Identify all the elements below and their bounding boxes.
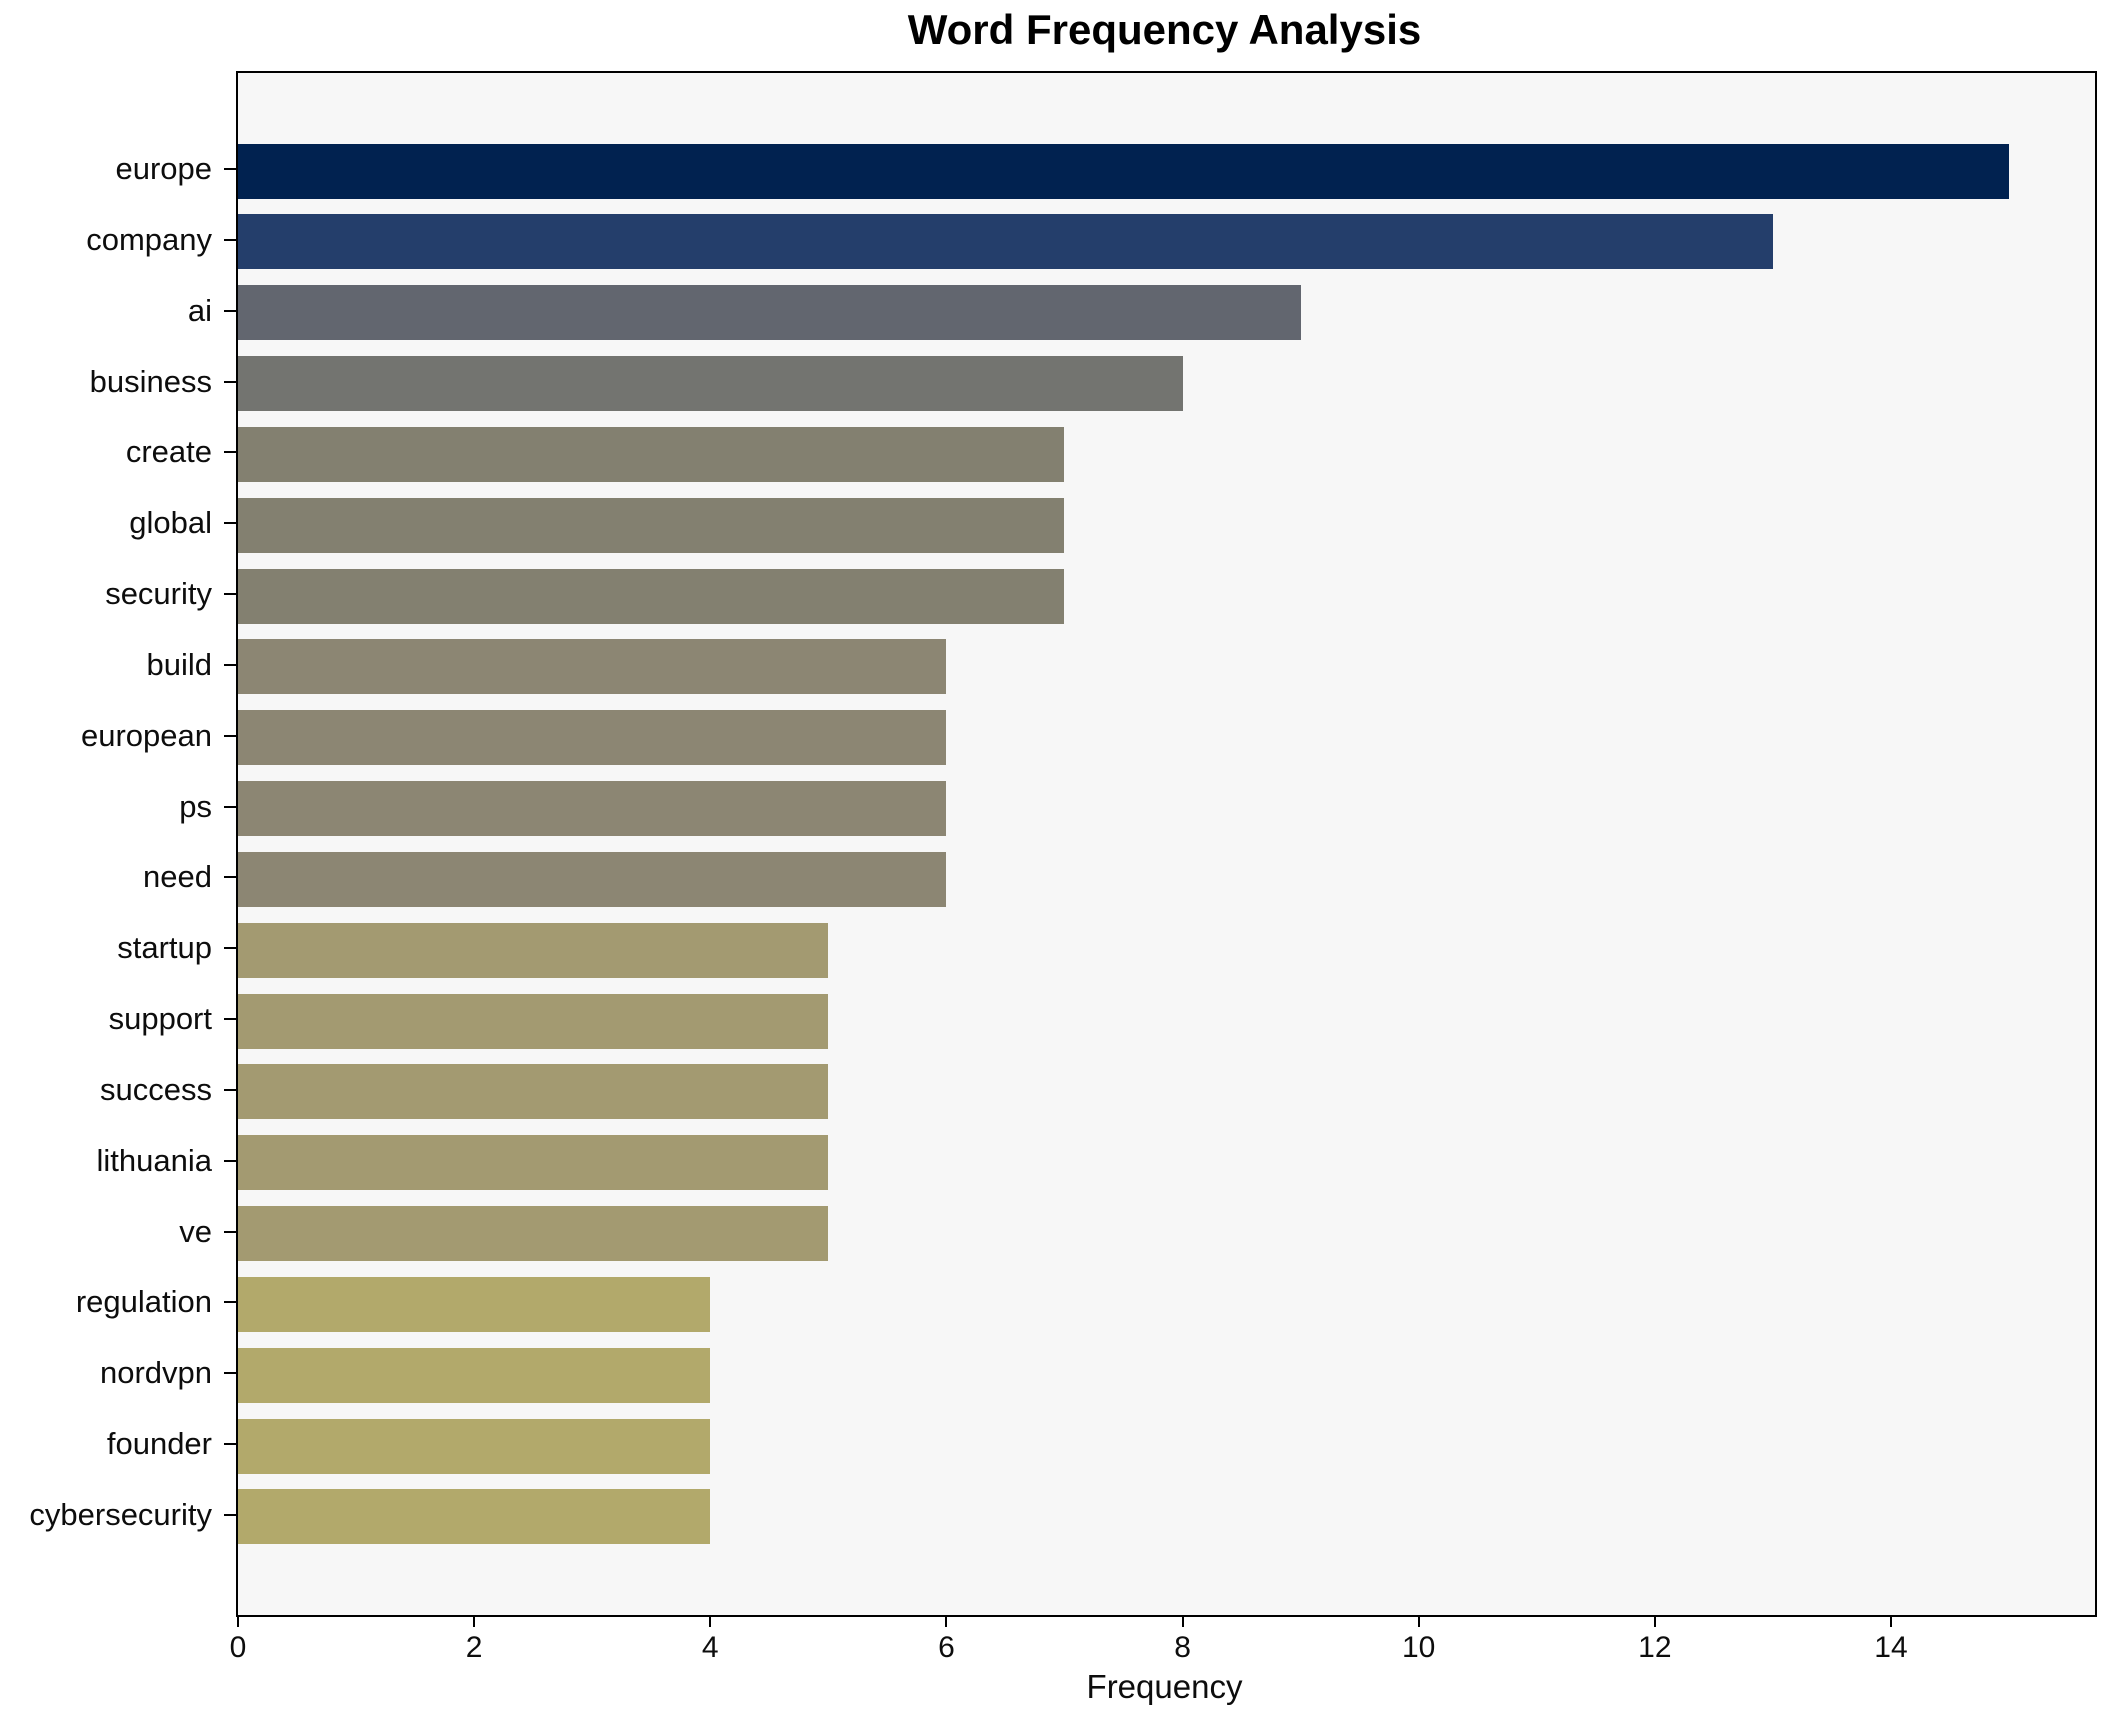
y-tick-mark: [224, 238, 236, 241]
y-tick-mark: [224, 1443, 236, 1446]
bar-nordvpn: [238, 1347, 711, 1403]
y-tick-label-global: global: [129, 505, 212, 541]
bar-need: [238, 851, 947, 907]
x-axis-label: Frequency: [1086, 1668, 1243, 1705]
y-tick-label-success: success: [100, 1071, 212, 1107]
y-tick-mark: [224, 876, 236, 879]
y-tick-label-ps: ps: [179, 788, 212, 824]
y-tick-label-nordvpn: nordvpn: [99, 1355, 212, 1391]
y-tick-mark: [224, 380, 236, 383]
y-tick-mark: [224, 1301, 236, 1304]
y-tick-label-business: business: [89, 363, 212, 399]
x-tick-label-2: 2: [465, 1631, 483, 1664]
bar-security: [238, 568, 1065, 624]
y-tick-mark: [224, 309, 236, 312]
y-tick-mark: [224, 1230, 236, 1233]
x-tick-mark: [1889, 1617, 1892, 1627]
bar-support: [238, 993, 829, 1049]
bar-europe: [238, 143, 2010, 199]
bar-ve: [238, 1206, 829, 1262]
bar-success: [238, 1064, 829, 1120]
bar-build: [238, 639, 947, 695]
bar-company: [238, 214, 1773, 270]
y-tick-label-cybersecurity: cybersecurity: [29, 1496, 212, 1532]
x-tick-mark: [945, 1617, 948, 1627]
chart-title: Word Frequency Analysis: [907, 6, 1422, 53]
x-tick-mark: [709, 1617, 712, 1627]
y-tick-mark: [224, 1018, 236, 1021]
y-tick-mark: [224, 663, 236, 666]
bar-cybersecurity: [238, 1489, 711, 1545]
x-tick-label-4: 4: [701, 1631, 719, 1664]
x-tick-mark: [1653, 1617, 1656, 1627]
y-tick-mark: [224, 734, 236, 737]
y-tick-label-ai: ai: [187, 292, 212, 328]
x-tick-label-14: 14: [1874, 1631, 1908, 1664]
y-tick-label-security: security: [105, 576, 212, 612]
x-tick-mark: [1181, 1617, 1184, 1627]
y-tick-label-europe: europe: [115, 151, 212, 186]
y-tick-label-company: company: [86, 221, 212, 257]
y-tick-mark: [224, 947, 236, 950]
bar-create: [238, 426, 1065, 482]
y-tick-mark: [224, 1159, 236, 1162]
bar-startup: [238, 922, 829, 978]
y-tick-mark: [224, 1513, 236, 1516]
y-tick-label-startup: startup: [117, 930, 212, 966]
bar-ai: [238, 285, 1301, 341]
y-tick-label-create: create: [125, 434, 212, 470]
y-tick-label-lithuania: lithuania: [96, 1142, 212, 1178]
x-tick-mark: [1417, 1617, 1420, 1627]
y-tick-label-founder: founder: [106, 1426, 212, 1462]
bar-global: [238, 497, 1065, 553]
x-tick-label-0: 0: [229, 1631, 247, 1664]
plot-area: [236, 71, 2097, 1617]
bar-founder: [238, 1418, 711, 1474]
x-tick-label-8: 8: [1174, 1631, 1191, 1664]
y-tick-label-ve: ve: [179, 1213, 212, 1249]
y-tick-mark: [224, 522, 236, 525]
y-tick-label-build: build: [146, 646, 213, 682]
y-tick-label-european: european: [80, 717, 212, 753]
x-tick-mark: [473, 1617, 476, 1627]
y-tick-mark: [224, 1372, 236, 1375]
bar-business: [238, 356, 1183, 412]
bar-lithuania: [238, 1135, 829, 1191]
y-tick-label-need: need: [143, 859, 212, 895]
x-tick-mark: [237, 1617, 239, 1627]
x-tick-label-10: 10: [1402, 1631, 1436, 1664]
bar-ps: [238, 781, 947, 837]
bar-european: [238, 710, 947, 766]
bar-regulation: [238, 1276, 711, 1332]
y-tick-label-support: support: [108, 1001, 212, 1037]
y-tick-mark: [224, 451, 236, 454]
x-tick-label-12: 12: [1638, 1631, 1672, 1664]
x-tick-label-6: 6: [938, 1631, 955, 1664]
y-tick-mark: [224, 1088, 236, 1091]
y-tick-mark: [224, 805, 236, 808]
y-tick-label-regulation: regulation: [75, 1284, 212, 1320]
y-tick-mark: [224, 168, 236, 170]
y-tick-mark: [224, 593, 236, 596]
